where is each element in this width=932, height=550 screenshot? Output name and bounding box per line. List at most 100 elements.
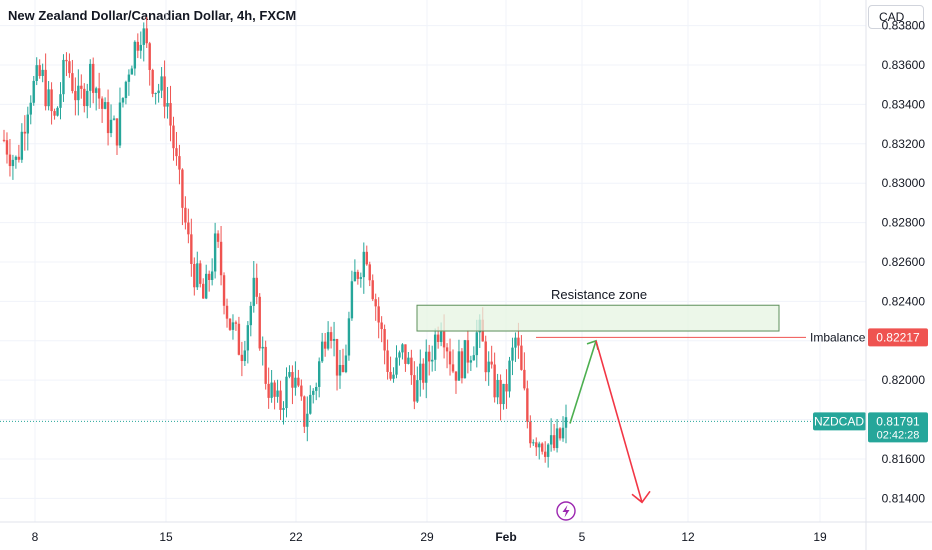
candle-body: [17, 156, 21, 160]
candle-body: [163, 76, 166, 107]
candle-body: [362, 251, 365, 278]
candle-body: [460, 351, 464, 379]
candle-body: [38, 65, 41, 76]
candle-body: [365, 251, 368, 265]
candle-body: [47, 89, 50, 107]
candle-body: [181, 169, 184, 208]
x-tick-label: 15: [159, 530, 173, 544]
candle-body: [306, 413, 309, 427]
candle-body: [532, 442, 535, 444]
candle-body: [341, 364, 345, 373]
candle-body: [210, 271, 214, 280]
candle-body: [371, 280, 374, 300]
candle-body: [520, 345, 523, 370]
y-tick-label: 0.82600: [882, 255, 926, 269]
candle-body: [541, 443, 544, 452]
x-tick-label: Feb: [495, 530, 516, 544]
candle-body: [118, 102, 122, 146]
candle-body: [190, 234, 193, 264]
candle-body: [332, 338, 336, 341]
candle-body: [100, 98, 104, 109]
candle-body: [23, 131, 27, 134]
resistance-zone-label: Resistance zone: [551, 287, 647, 302]
candle-body: [353, 271, 357, 282]
candle-body: [80, 85, 83, 89]
candle-body: [428, 351, 431, 362]
projection-down-arrow: [595, 340, 643, 503]
candle-body: [383, 329, 386, 351]
candle-body: [469, 360, 473, 363]
candle-body: [59, 94, 62, 108]
candle-body: [288, 372, 291, 377]
candle-body: [484, 341, 487, 373]
x-tick-label: 12: [681, 530, 695, 544]
candle-body: [425, 351, 428, 383]
candle-body: [392, 374, 395, 379]
candle-body: [213, 233, 217, 272]
y-tick-label: 0.83800: [882, 19, 926, 33]
candle-body: [419, 363, 422, 381]
candle-body: [249, 305, 253, 326]
candle-body: [454, 371, 458, 381]
candle-body: [89, 63, 92, 91]
candle-body: [243, 350, 247, 362]
candle-body: [225, 305, 229, 319]
candle-body: [56, 107, 59, 116]
candle-body: [335, 338, 339, 376]
candle-body: [240, 354, 244, 362]
candle-body: [374, 299, 377, 307]
candle-body: [564, 417, 568, 428]
candle-body: [377, 306, 380, 323]
candle-body: [416, 380, 419, 402]
candle-body: [121, 98, 125, 103]
candle-body: [258, 296, 261, 349]
candle-body: [529, 421, 532, 444]
candle-body: [276, 390, 279, 397]
candle-body: [139, 44, 142, 51]
candle-body: [448, 351, 452, 365]
candle-body: [317, 361, 321, 387]
candle-body: [561, 427, 565, 439]
candle-body: [231, 322, 235, 330]
candle-body: [413, 375, 416, 402]
candle-body: [300, 385, 303, 397]
candle-body: [169, 103, 172, 126]
candle-body: [487, 361, 490, 373]
candle-body: [389, 371, 392, 379]
candle-body: [130, 68, 134, 75]
candle-body: [270, 382, 273, 398]
candle-body: [439, 331, 443, 342]
candle-body: [386, 350, 389, 372]
candle-body: [404, 344, 407, 364]
grid: [0, 0, 866, 522]
candle-body: [166, 103, 169, 107]
candle-body: [294, 377, 297, 388]
candle-body: [193, 263, 196, 288]
imbalance-price-tag: [868, 328, 928, 347]
candle-body: [35, 65, 38, 81]
candle-body: [312, 390, 315, 395]
candle-body: [463, 340, 467, 379]
currency-selector[interactable]: CAD: [868, 5, 924, 29]
y-tick-label: 0.83200: [882, 137, 926, 151]
candle-body: [151, 69, 154, 94]
projection-up-arrow: [569, 340, 597, 424]
candle-body: [359, 277, 363, 279]
candle-body: [160, 76, 163, 91]
candle-body: [178, 156, 181, 170]
candle-body: [267, 383, 270, 398]
candle-body: [97, 88, 101, 99]
candle-body: [2, 139, 6, 141]
y-tick-label: 0.82000: [882, 373, 926, 387]
x-axis: 8 15 22 29 Feb 5 12 19: [0, 521, 932, 544]
candle-body: [103, 102, 107, 109]
y-tick-label: 0.81400: [882, 491, 926, 505]
candle-body: [50, 89, 53, 112]
x-tick-label: 5: [579, 530, 586, 544]
candle-body: [523, 369, 526, 389]
candle-body: [380, 322, 383, 330]
lightning-icon-glyph: [562, 505, 570, 518]
candle-body: [127, 74, 131, 82]
imbalance-label: Imbalance: [810, 330, 866, 344]
